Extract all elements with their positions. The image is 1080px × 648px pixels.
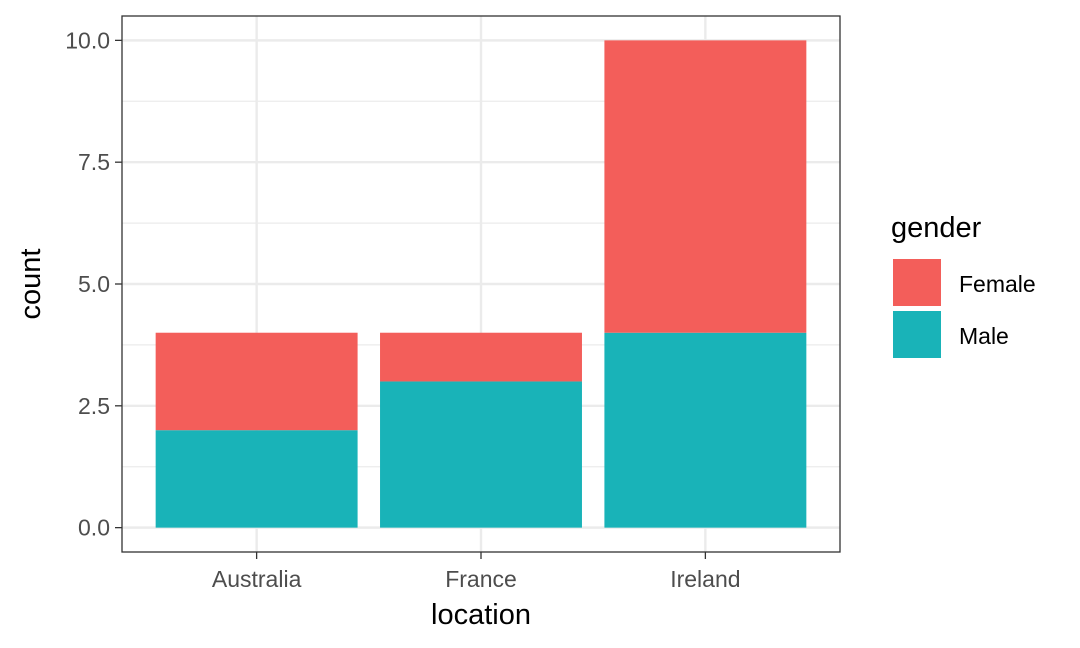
- bar-ireland-male: [604, 332, 807, 528]
- x-axis-title: location: [431, 599, 531, 631]
- bar-australia-male: [155, 430, 358, 528]
- x-axis: Australia France Ireland: [212, 552, 741, 592]
- y-axis: 0.0 2.5 5.0 7.5 10.0: [65, 27, 122, 541]
- bar-ireland-female: [604, 40, 807, 333]
- y-axis-title: count: [15, 249, 47, 320]
- x-tick-label: Australia: [212, 566, 302, 592]
- legend-label-female: Female: [959, 271, 1036, 297]
- bar-australia-female: [155, 332, 358, 431]
- y-tick-label: 5.0: [78, 271, 110, 297]
- bars: [155, 40, 807, 528]
- bar-france-male: [380, 381, 582, 528]
- legend-label-male: Male: [959, 323, 1009, 349]
- y-tick-label: 0.0: [78, 515, 110, 541]
- y-tick-label: 10.0: [65, 27, 110, 53]
- x-tick-label: France: [445, 566, 517, 592]
- legend-key-female: [893, 259, 941, 306]
- legend-key-male: [893, 311, 941, 358]
- bar-france-female: [380, 332, 582, 382]
- legend: gender Female Male: [891, 212, 1036, 358]
- x-tick-label: Ireland: [670, 566, 740, 592]
- legend-title: gender: [891, 212, 982, 244]
- y-tick-label: 2.5: [78, 393, 110, 419]
- y-tick-label: 7.5: [78, 149, 110, 175]
